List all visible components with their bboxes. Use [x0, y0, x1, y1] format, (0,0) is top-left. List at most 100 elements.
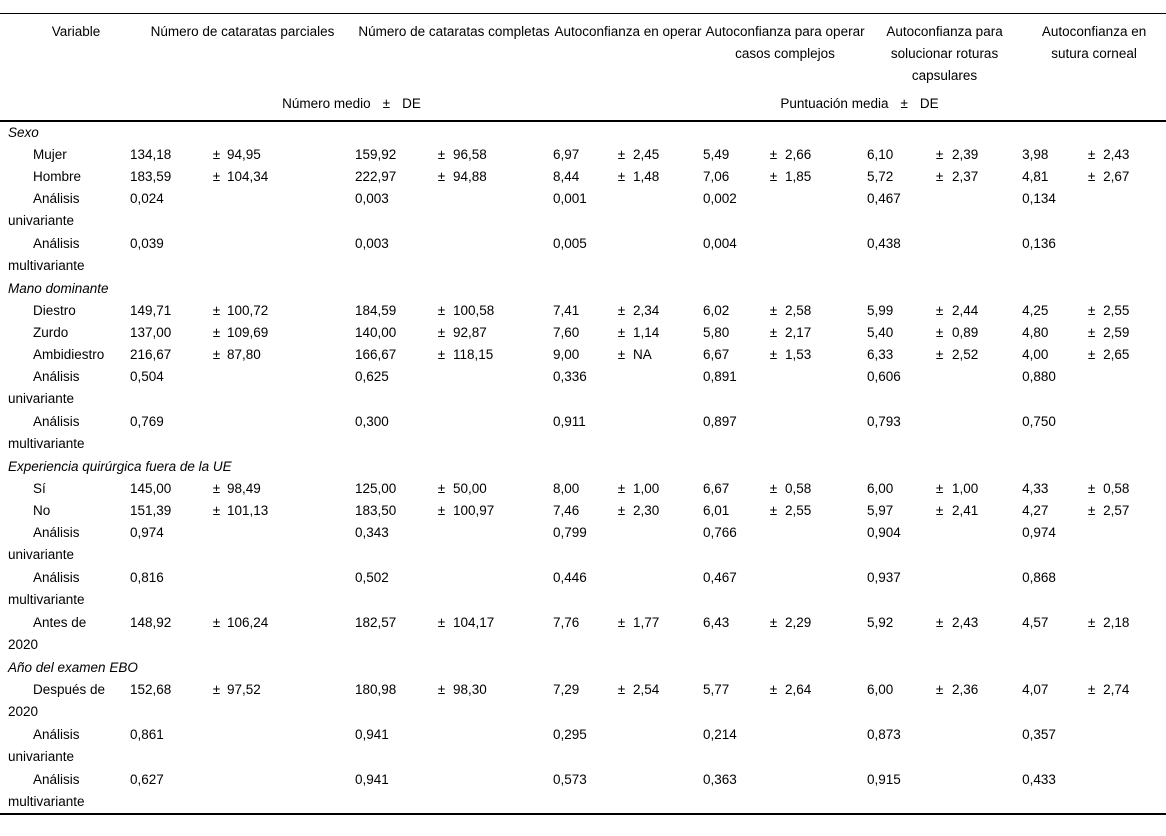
table-row: No 151,39 ±101,13 183,50 ±100,97 7,46 ±2,30 6,0… [0, 500, 1166, 522]
value-cell: 0,136 [1022, 236, 1056, 251]
plus-minus-symbol: ± [900, 95, 908, 111]
value-cell: 9,00 [553, 347, 580, 362]
value-cell: 2,43 [1103, 147, 1130, 162]
value-cell: 7,76 [553, 615, 580, 630]
value-cell [227, 233, 355, 278]
plus-minus-cell: ± [617, 481, 626, 496]
value-cell: 2,54 [633, 682, 660, 697]
plus-minus-cell: ± [935, 347, 944, 362]
plus-minus-cell: ± [437, 303, 446, 318]
value-cell: 2,17 [785, 325, 812, 340]
value-cell: 0,039 [130, 236, 164, 251]
table-row: Análisis multivariante 0,627 0,941 0,573 0,3… [0, 769, 1166, 814]
plus-minus-cell: ± [437, 147, 446, 162]
value-cell [785, 411, 867, 456]
value-cell: 0,214 [703, 727, 737, 742]
plus-minus-cell [610, 724, 633, 769]
table-header: Variable Número de cataratas parciales N… [0, 14, 1166, 121]
value-cell: 0,004 [703, 236, 737, 251]
value-cell: 180,98 [355, 682, 397, 697]
plus-minus-cell [430, 522, 453, 567]
value-cell: 151,39 [130, 503, 172, 518]
value-cell: 100,97 [453, 503, 495, 518]
plus-minus-cell: ± [212, 169, 221, 184]
value-cell: 5,97 [867, 503, 894, 518]
table-row: Zurdo 137,00 ±109,69 140,00 ±92,87 7,60 ±1,14 5… [0, 322, 1166, 344]
value-cell: 1,00 [633, 481, 660, 496]
value-cell: 0,446 [553, 570, 587, 585]
plus-minus-symbol: ± [382, 95, 391, 111]
value-cell: 2,74 [1103, 682, 1130, 697]
plus-minus-cell: ± [617, 325, 626, 340]
value-cell: 1,85 [785, 169, 812, 184]
plus-minus-cell: ± [769, 503, 778, 518]
plus-minus-cell [927, 366, 952, 411]
value-cell: 6,00 [867, 481, 894, 496]
value-cell: 4,81 [1022, 169, 1049, 184]
value-cell: 0,504 [130, 369, 164, 384]
table-row: Análisis multivariante 0,039 0,003 0,005 0,0… [0, 233, 1166, 278]
col-header-cataratas-parciales: Número de cataratas parciales [150, 24, 335, 39]
value-cell: 0,766 [703, 525, 737, 540]
col-header-cataratas-completas: Número de cataratas completas [358, 24, 550, 39]
plus-minus-cell: ± [617, 147, 626, 162]
value-cell: 101,13 [227, 503, 269, 518]
value-cell: 149,71 [130, 303, 172, 318]
plus-minus-cell [1080, 522, 1103, 567]
plus-minus-cell: ± [935, 503, 944, 518]
plus-minus-cell: ± [212, 147, 221, 162]
value-cell [952, 233, 1022, 278]
value-cell: 0,58 [785, 481, 812, 496]
value-cell [1103, 522, 1166, 567]
value-cell: 0,937 [867, 570, 901, 585]
plus-minus-cell: ± [935, 325, 944, 340]
value-cell [785, 366, 867, 411]
value-cell [633, 567, 703, 612]
plus-minus-cell: ± [769, 481, 778, 496]
value-cell: 0,793 [867, 414, 901, 429]
value-cell: 137,00 [130, 325, 172, 340]
value-cell: 0,295 [553, 727, 587, 742]
value-cell: 1,14 [633, 325, 660, 340]
value-cell: 0,58 [1103, 481, 1130, 496]
plus-minus-cell: ± [769, 682, 778, 697]
value-cell: 1,00 [952, 481, 979, 496]
value-cell [1103, 411, 1166, 456]
value-cell: 0,343 [355, 525, 389, 540]
section-label-row: Sexo [0, 121, 1166, 144]
value-cell [1103, 188, 1166, 233]
plus-minus-cell [610, 522, 633, 567]
plus-minus-cell: ± [617, 682, 626, 697]
plus-minus-cell [762, 233, 785, 278]
value-cell: 0,606 [867, 369, 901, 384]
value-cell: 0,024 [130, 191, 164, 206]
section-label: Sexo [8, 125, 39, 140]
value-cell: 0,911 [553, 414, 586, 429]
value-cell [227, 366, 355, 411]
plus-minus-cell [762, 724, 785, 769]
plus-minus-cell [430, 188, 453, 233]
table-row: Análisis univariante 0,024 0,003 0,001 0,002… [0, 188, 1166, 233]
value-cell: 5,99 [867, 303, 894, 318]
plus-minus-cell: ± [1087, 682, 1096, 697]
plus-minus-cell: ± [935, 615, 944, 630]
table-row: Después de 2020 152,68 ±97,52 180,98 ±98,30 7… [0, 679, 1166, 724]
value-cell: 92,87 [453, 325, 487, 340]
value-cell: 98,30 [453, 682, 487, 697]
plus-minus-cell [610, 567, 633, 612]
value-cell: 2,52 [952, 347, 979, 362]
plus-minus-cell [762, 411, 785, 456]
value-cell: 0,816 [130, 570, 164, 585]
value-cell: NA [633, 347, 652, 362]
value-cell: 2,43 [952, 615, 979, 630]
subheader-left-de: DE [402, 95, 421, 111]
value-cell: 0,891 [703, 369, 737, 384]
value-cell: 4,00 [1022, 347, 1049, 362]
table-row: Hombre 183,59 ±104,34 222,97 ±94,88 8,44 ±1,48… [0, 166, 1166, 188]
plus-minus-cell [1080, 366, 1103, 411]
value-cell [785, 188, 867, 233]
plus-minus-cell: ± [437, 615, 446, 630]
value-cell: 2,18 [1103, 615, 1130, 630]
value-cell: 0,433 [1022, 772, 1056, 787]
value-cell: 0,904 [867, 525, 901, 540]
